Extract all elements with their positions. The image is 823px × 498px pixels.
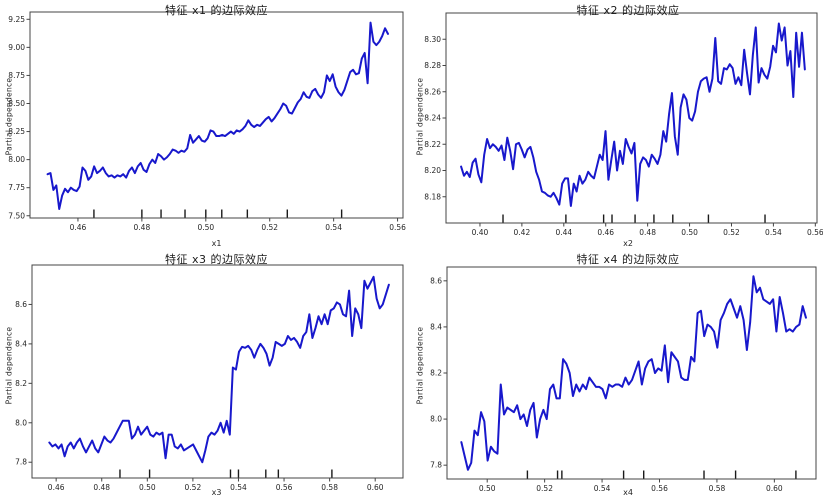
plot-title-x4: 特征 x4 的边际效应 [576,253,680,266]
x-tick-label: 0.60 [367,483,384,492]
y-axis-ticks: 7.50 7.75 8.00 8.25 8.50 8.75 9.00 9.25 [8,15,30,220]
x-tick-label: 0.60 [766,484,783,493]
y-tick-label: 8.50 [8,99,25,108]
plot-canvas-x1: 0.46 0.48 0.50 0.52 0.54 0.56 7.50 7.75 8.00 8.25… [8,11,406,232]
x-tick-label: 0.46 [597,228,614,237]
y-axis-label-x4: Partial dependence [415,326,425,405]
y-axis-label-x1: Partial dependence [4,77,14,156]
y-tick-label: 8.0 [430,415,442,424]
x-tick-label: 0.52 [723,228,740,237]
x-tick-label: 0.50 [681,228,698,237]
y-tick-label: 8.30 [424,35,441,44]
y-tick-label: 8.4 [430,322,442,331]
x-tick-label: 0.54 [230,483,247,492]
x-tick-label: 0.46 [70,223,87,232]
x-tick-label: 0.46 [48,483,65,492]
y-axis-label-x2: Partial dependence [415,77,425,156]
plot-title-x3: 特征 x3 的边际效应 [164,253,268,266]
x-tick-label: 0.56 [651,484,668,493]
pdp-subplot-x3: 0.46 0.48 0.50 0.52 0.54 0.56 0.58 0.60 7.8 8.0 8.… [0,249,411,498]
x-axis-ticks: 0.46 0.48 0.50 0.52 0.54 0.56 [70,218,406,232]
y-tick-label: 8.22 [424,140,441,149]
y-tick-label: 8.6 [15,300,27,309]
x-tick-label: 0.48 [93,483,110,492]
plot-canvas-x2: 0.40 0.42 0.44 0.46 0.48 0.50 0.52 0.54 0.56 8.18… [424,12,823,237]
plot-title-x2: 特征 x2 的边际效应 [576,4,680,17]
y-tick-label: 7.75 [8,183,25,192]
x-tick-label: 0.54 [594,484,611,493]
y-tick-label: 8.6 [430,276,442,285]
decile-rug-marks [526,470,797,479]
x-tick-label: 0.56 [807,228,823,237]
x-tick-label: 0.52 [261,223,278,232]
x-tick-label: 0.52 [536,484,553,493]
y-tick-label: 8.2 [15,379,27,388]
axes-frame [29,11,404,219]
pdp-line [46,21,389,211]
x-tick-label: 0.48 [639,228,656,237]
y-axis-ticks: 8.18 8.20 8.22 8.24 8.26 8.28 8.30 [424,35,446,201]
x-tick-label: 0.54 [325,223,342,232]
y-axis-ticks: 7.8 8.0 8.2 8.4 8.6 [430,276,447,470]
pdp-line [460,275,807,471]
decile-rug-marks [93,209,343,218]
x-tick-label: 0.50 [479,484,496,493]
axes-frame [445,12,818,224]
pdp-line [48,275,390,464]
y-tick-label: 9.25 [8,15,25,24]
y-tick-label: 8.20 [424,166,441,175]
x-tick-label: 0.42 [514,228,531,237]
x-axis-label-x1: x1 [211,239,222,248]
y-axis-ticks: 7.8 8.0 8.2 8.4 8.6 [15,300,32,467]
x-tick-label: 0.40 [472,228,489,237]
x-tick-label: 0.44 [555,228,572,237]
x-axis-label-x4: x4 [623,488,633,497]
y-tick-label: 8.28 [424,61,441,70]
axes-frame [446,266,817,480]
y-axis-label-x3: Partial dependence [4,326,14,405]
x-tick-label: 0.54 [765,228,782,237]
axes-frame [31,264,404,479]
y-tick-label: 8.25 [8,127,25,136]
pdp-line [460,22,806,207]
x-axis-label-x2: x2 [623,239,633,248]
y-tick-label: 8.00 [8,155,25,164]
y-tick-label: 9.00 [8,43,25,52]
x-axis-ticks: 0.50 0.52 0.54 0.56 0.58 0.60 [479,479,783,493]
y-tick-label: 7.8 [15,458,27,467]
x-tick-label: 0.58 [321,483,338,492]
decile-rug-marks [119,469,333,478]
y-tick-label: 7.50 [8,211,25,220]
x-axis-label-x3: x3 [211,488,222,497]
y-tick-label: 8.26 [424,87,441,96]
y-tick-label: 8.2 [430,369,442,378]
plot-title-x1: 特征 x1 的边际效应 [164,4,268,17]
x-axis-ticks: 0.40 0.42 0.44 0.46 0.48 0.50 0.52 0.54 0.56 [472,223,823,237]
y-tick-label: 8.18 [424,192,441,201]
decile-rug-marks [502,214,766,223]
x-tick-label: 0.58 [709,484,726,493]
plot-canvas-x4: 0.50 0.52 0.54 0.56 0.58 0.60 7.8 8.0 8.2 8.4 8.6 [430,266,817,493]
x-tick-label: 0.52 [185,483,202,492]
y-tick-label: 8.24 [424,114,441,123]
y-tick-label: 8.0 [15,418,27,427]
x-axis-ticks: 0.46 0.48 0.50 0.52 0.54 0.56 0.58 0.60 [48,478,384,492]
x-tick-label: 0.56 [276,483,293,492]
pdp-subplot-x4: 0.50 0.52 0.54 0.56 0.58 0.60 7.8 8.0 8.2 8.4 8.6 … [411,249,823,498]
pdp-subplot-x1: 0.46 0.48 0.50 0.52 0.54 0.56 7.50 7.75 8.00 8.25… [0,0,411,249]
y-tick-label: 7.8 [430,461,442,470]
x-tick-label: 0.48 [134,223,151,232]
pdp-subplot-x2: 0.40 0.42 0.44 0.46 0.48 0.50 0.52 0.54 0.56 8.18… [411,0,823,249]
x-tick-label: 0.50 [139,483,156,492]
y-tick-label: 8.75 [8,71,25,80]
plot-canvas-x3: 0.46 0.48 0.50 0.52 0.54 0.56 0.58 0.60 7.8 8.0 8.… [15,264,404,492]
y-tick-label: 8.4 [15,339,27,348]
x-tick-label: 0.50 [197,223,214,232]
x-tick-label: 0.56 [389,223,406,232]
